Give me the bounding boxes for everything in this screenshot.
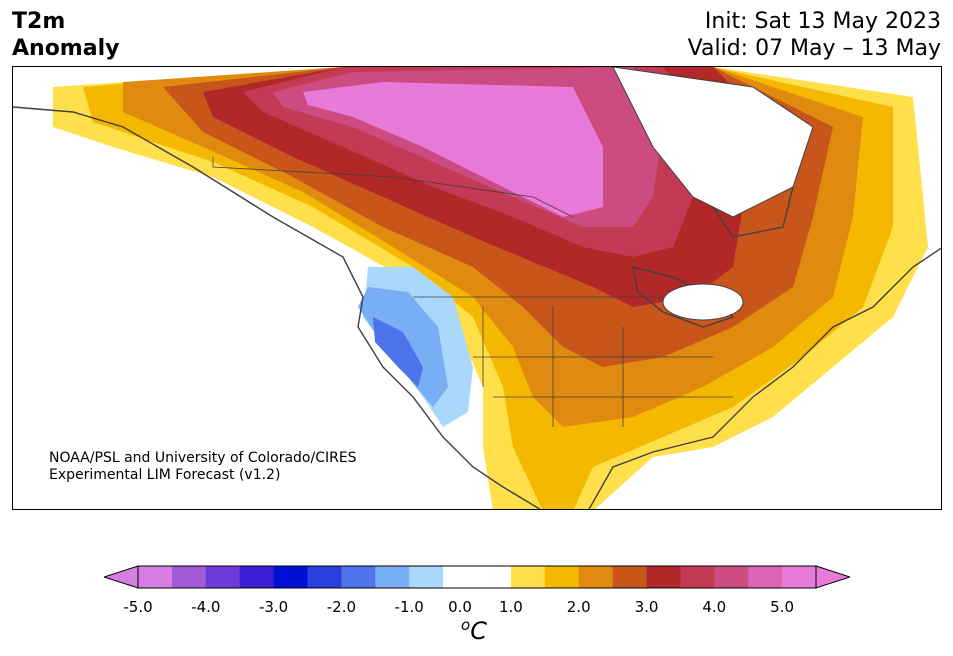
title-line-1: T2m: [12, 9, 66, 34]
lakes: [612, 67, 814, 321]
anomaly-band-5c: [303, 82, 603, 217]
hudson-bay: [612, 67, 814, 218]
colorbar-swatch: [239, 566, 275, 588]
colorbar-swatch: [714, 566, 749, 588]
colorbar-over-arrow: [815, 565, 850, 589]
colorbar-swatch: [510, 566, 546, 588]
title-line-2: Anomaly: [12, 36, 120, 61]
colorbar: [104, 565, 850, 589]
colorbar-swatch: [273, 566, 308, 588]
colorbar-tick-label: -5.0: [123, 598, 153, 616]
forecast-dates: Init: Sat 13 May 2023 Valid: 07 May – 13…: [688, 8, 941, 62]
colorbar-tick-label: 2.0: [566, 598, 591, 616]
colorbar-tick-label: 4.0: [702, 598, 727, 616]
colorbar-tick-label: -4.0: [191, 598, 221, 616]
colorbar-swatch: [138, 566, 173, 588]
colorbar-swatch: [578, 566, 614, 588]
colorbar-swatch: [680, 566, 715, 588]
init-date: Init: Sat 13 May 2023: [704, 9, 941, 34]
colorbar-outline: [137, 565, 817, 589]
colorbar-tick-label: -2.0: [326, 598, 357, 616]
anomaly-band-minus-2c: [373, 317, 423, 387]
colorbar-swatch: [307, 566, 342, 588]
colorbar-tick-label: -1.0: [394, 598, 424, 616]
credit-line-2: Experimental LIM Forecast (v1.2): [49, 467, 281, 483]
colorbar-swatch: [341, 566, 376, 588]
colorbar-swatch: [544, 566, 580, 588]
political-borders: [212, 157, 733, 427]
colorbar-swatch: [443, 566, 478, 588]
colorbar-swatch: [612, 566, 647, 588]
cool-anomaly-fill: [358, 267, 473, 427]
colorbar-tick-label: -3.0: [258, 598, 289, 616]
colorbar-swatch: [748, 566, 783, 588]
map-title: T2m Anomaly: [12, 8, 119, 62]
colorbar-swatch: [646, 566, 681, 588]
map-svg: [13, 67, 941, 509]
anomaly-map: [12, 66, 942, 510]
colorbar-tick-label: 5.0: [770, 598, 795, 616]
colorbar-tick-label: 0.0: [448, 598, 472, 616]
colorbar-swatch: [782, 566, 817, 588]
colorbar-swatch: [171, 566, 207, 588]
unit-main: C: [470, 617, 487, 645]
credit-line-1: NOAA/PSL and University of Colorado/CIRE…: [49, 450, 357, 466]
colorbar-under-arrow: [104, 565, 139, 589]
colorbar-swatch: [205, 566, 241, 588]
unit-super: o: [461, 616, 471, 634]
colorbar-swatch: [477, 566, 512, 588]
valid-range: Valid: 07 May – 13 May: [687, 36, 941, 61]
great-lakes: [662, 283, 744, 321]
colorbar-unit: oC: [461, 616, 487, 645]
colorbar-tick-label: 3.0: [634, 598, 659, 616]
credit-text: NOAA/PSL and University of Colorado/CIRE…: [49, 450, 357, 484]
colorbar-swatch: [375, 566, 410, 588]
colorbar-swatch: [409, 566, 444, 588]
colorbar-tick-label: 1.0: [498, 598, 523, 616]
